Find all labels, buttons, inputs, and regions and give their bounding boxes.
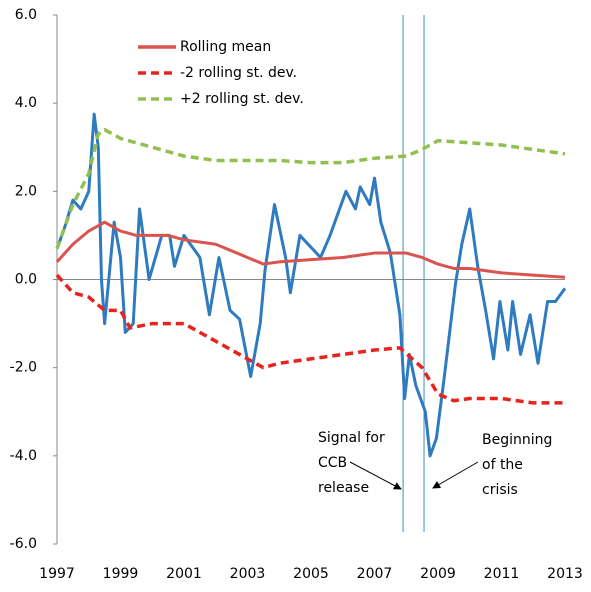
series-line (55, 273, 565, 405)
x-tick-label: 2013 (547, 566, 583, 582)
annotation-text: CCB (318, 455, 347, 471)
x-tick-label: 2003 (230, 566, 266, 582)
legend-label: +2 rolling st. dev. (180, 91, 304, 107)
x-tick-label: 2001 (166, 566, 202, 582)
annotation-arrow (432, 461, 479, 489)
annotation-text: Signal for (318, 430, 385, 446)
y-tick-label: 2.0 (15, 183, 37, 199)
x-tick-label: 1997 (39, 566, 75, 582)
x-tick-label: 2009 (420, 566, 456, 582)
series-line (55, 127, 566, 250)
y-tick-label: -4.0 (10, 448, 37, 464)
legend-label: -2 rolling st. dev. (180, 65, 297, 81)
x-tick-label: 2011 (484, 566, 520, 582)
y-tick-label: -6.0 (10, 536, 37, 552)
legend-label: Rolling mean (180, 39, 271, 55)
y-tick-label: 4.0 (15, 95, 37, 111)
y-tick-label: -2.0 (10, 360, 37, 376)
annotation-arrow (349, 461, 402, 490)
annotation-text: crisis (482, 482, 518, 498)
x-tick-label: 2007 (357, 566, 393, 582)
y-tick-label: 6.0 (15, 7, 37, 23)
annotation-text: release (318, 480, 369, 496)
annotation-text: Beginning (482, 432, 552, 448)
annotation-text: of the (482, 457, 523, 473)
series-line (55, 220, 566, 279)
x-tick-label: 1999 (103, 566, 139, 582)
x-tick-label: 2005 (293, 566, 329, 582)
series-line (55, 112, 567, 458)
y-tick-label: 0.0 (15, 272, 37, 288)
